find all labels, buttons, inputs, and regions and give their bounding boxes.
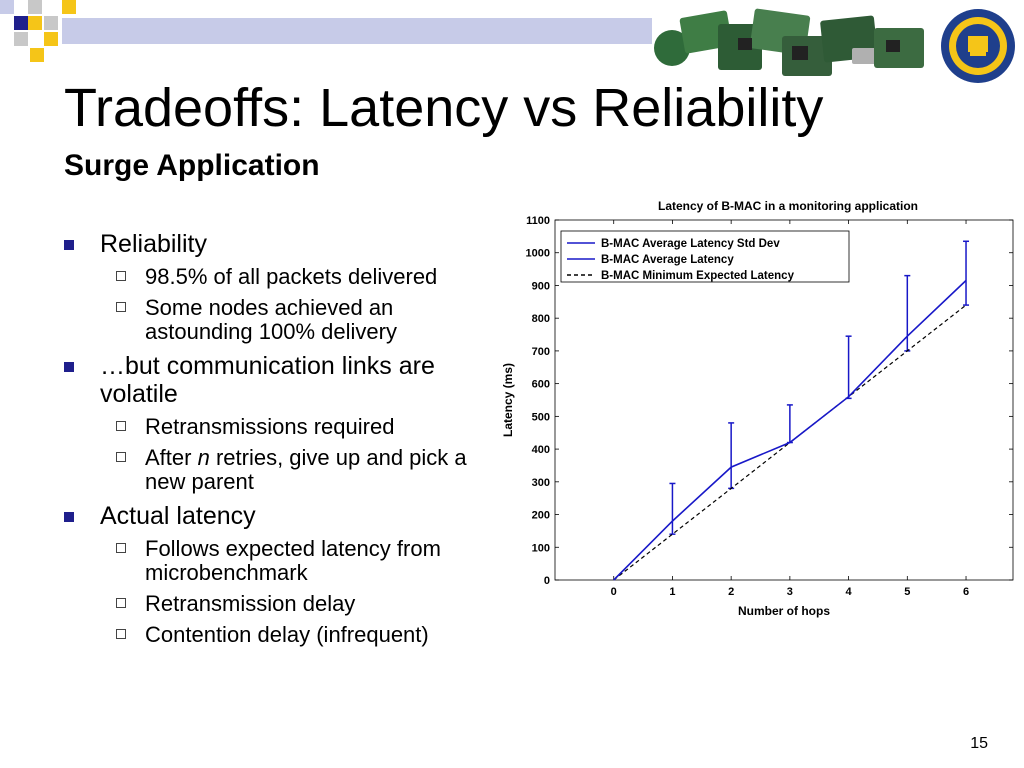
sensor-boards-image — [654, 8, 924, 76]
y-tick-label: 0 — [544, 575, 550, 587]
header-band — [62, 18, 652, 44]
sub-bullet: Retransmissions required — [60, 415, 500, 439]
x-tick-label: 4 — [846, 586, 853, 598]
y-axis-label: Latency (ms) — [501, 363, 515, 437]
legend-label: B-MAC Average Latency — [601, 254, 734, 266]
hollow-square-bullet-icon — [116, 543, 126, 553]
y-tick-label: 800 — [532, 313, 550, 325]
bullet-reliability: Reliability — [60, 230, 500, 258]
sub-bullet: After n retries, give up and pick a new … — [60, 446, 500, 494]
square-bullet-icon — [64, 362, 74, 372]
hollow-square-bullet-icon — [116, 598, 126, 608]
sub-bullet-text-em: n — [197, 445, 210, 470]
x-tick-label: 3 — [787, 586, 793, 598]
page-number: 15 — [970, 735, 988, 752]
x-tick-label: 6 — [963, 586, 969, 598]
sub-bullet: Follows expected latency from microbench… — [60, 537, 500, 585]
x-tick-label: 5 — [904, 586, 910, 598]
sub-bullet-text-post: retries, give up and pick a new parent — [145, 445, 467, 494]
bullet-text: Actual latency — [100, 502, 256, 530]
sub-bullet: 98.5% of all packets delivered — [60, 265, 500, 289]
series-line-minimum-expected — [613, 304, 967, 581]
square-bullet-icon — [64, 512, 74, 522]
y-tick-label: 600 — [532, 379, 550, 391]
y-tick-label: 100 — [532, 542, 550, 554]
bullet-links-volatile: …but communication links are volatile — [60, 352, 500, 408]
y-tick-label: 300 — [532, 477, 550, 489]
bullet-text: Reliability — [100, 230, 207, 258]
y-tick-label: 1100 — [526, 215, 550, 227]
sub-bullet: Contention delay (infrequent) — [60, 623, 500, 647]
hollow-square-bullet-icon — [116, 271, 126, 281]
slide-title: Tradeoffs: Latency vs Reliability — [64, 78, 824, 138]
bullet-text: …but communication links are volatile — [100, 352, 435, 408]
series-line-average — [613, 279, 967, 581]
bullet-actual-latency: Actual latency — [60, 502, 500, 530]
legend-box — [560, 230, 850, 283]
x-axis-label: Number of hops — [738, 604, 830, 618]
y-tick-label: 500 — [532, 411, 550, 423]
sub-bullet-text: Follows expected latency from microbench… — [145, 536, 441, 585]
sub-bullet-text: Contention delay (infrequent) — [145, 622, 429, 647]
sub-bullet: Some nodes achieved an astounding 100% d… — [60, 296, 500, 344]
slide-subtitle: Surge Application — [64, 149, 320, 182]
y-tick-label: 1000 — [526, 248, 550, 260]
hollow-square-bullet-icon — [116, 421, 126, 431]
y-tick-label: 900 — [532, 280, 550, 292]
sub-bullet-text: Retransmissions required — [145, 414, 395, 439]
university-seal-logo — [941, 9, 1015, 83]
x-tick-label: 1 — [669, 586, 675, 598]
x-tick-label: 0 — [611, 586, 617, 598]
hollow-square-bullet-icon — [116, 452, 126, 462]
y-tick-label: 400 — [532, 444, 550, 456]
legend-label: B-MAC Minimum Expected Latency — [601, 270, 795, 282]
y-tick-label: 700 — [532, 346, 550, 358]
legend-label: B-MAC Average Latency Std Dev — [601, 238, 780, 250]
sub-bullet: Retransmission delay — [60, 592, 500, 616]
square-bullet-icon — [64, 240, 74, 250]
y-tick-label: 200 — [532, 510, 550, 522]
hollow-square-bullet-icon — [116, 629, 126, 639]
x-tick-label: 2 — [728, 586, 734, 598]
bullet-list: Reliability 98.5% of all packets deliver… — [60, 222, 500, 647]
sub-bullet-text: Retransmission delay — [145, 591, 356, 616]
sub-bullet-text: 98.5% of all packets delivered — [145, 264, 438, 289]
sub-bullet-text: Some nodes achieved an astounding 100% d… — [145, 295, 397, 344]
sub-bullet-text-pre: After — [145, 445, 198, 470]
hollow-square-bullet-icon — [116, 302, 126, 312]
chart-title: Latency of B-MAC in a monitoring applica… — [658, 199, 918, 213]
